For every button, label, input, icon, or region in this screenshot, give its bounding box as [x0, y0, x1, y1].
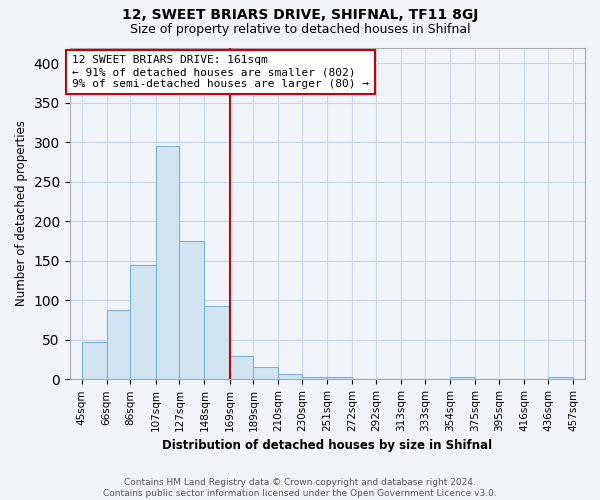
Bar	[155, 146, 179, 380]
Bar	[450, 377, 475, 380]
Bar	[302, 377, 328, 380]
Bar	[253, 368, 278, 380]
Bar	[179, 241, 205, 380]
Bar	[548, 377, 573, 380]
Text: 12, SWEET BRIARS DRIVE, SHIFNAL, TF11 8GJ: 12, SWEET BRIARS DRIVE, SHIFNAL, TF11 8G…	[122, 8, 478, 22]
Bar	[230, 356, 253, 380]
Text: 12 SWEET BRIARS DRIVE: 161sqm
← 91% of detached houses are smaller (802)
9% of s: 12 SWEET BRIARS DRIVE: 161sqm ← 91% of d…	[72, 56, 369, 88]
Text: Contains HM Land Registry data © Crown copyright and database right 2024.
Contai: Contains HM Land Registry data © Crown c…	[103, 478, 497, 498]
Bar	[130, 265, 155, 380]
Bar	[107, 310, 130, 380]
Bar	[205, 306, 230, 380]
X-axis label: Distribution of detached houses by size in Shifnal: Distribution of detached houses by size …	[162, 440, 493, 452]
Y-axis label: Number of detached properties: Number of detached properties	[15, 120, 28, 306]
Bar	[278, 374, 302, 380]
Text: Size of property relative to detached houses in Shifnal: Size of property relative to detached ho…	[130, 22, 470, 36]
Bar	[82, 342, 107, 380]
Bar	[328, 377, 352, 380]
